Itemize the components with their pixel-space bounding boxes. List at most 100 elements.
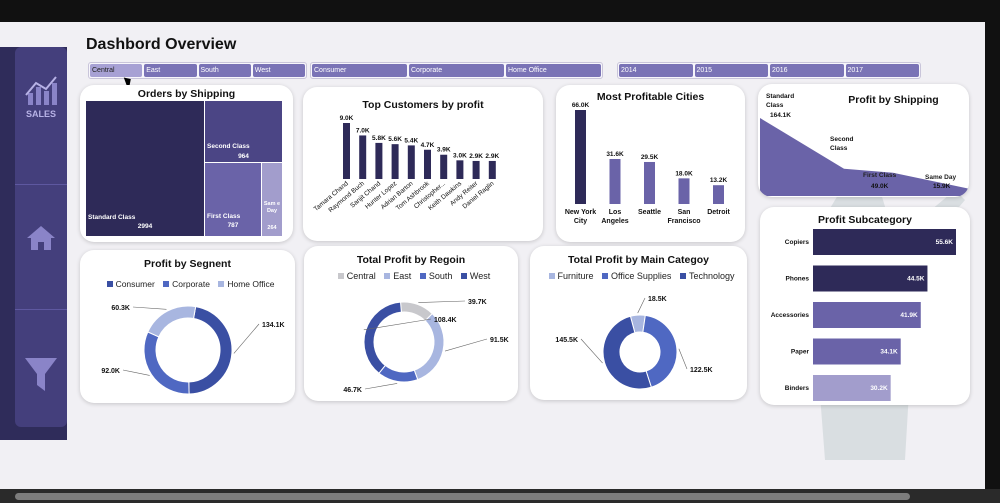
legend-label: West (469, 271, 491, 281)
donut-slice (188, 306, 233, 395)
legend-swatch (679, 273, 686, 279)
data-label: 2.9K (469, 153, 483, 160)
slicer-chip-consumer[interactable]: Consumer (312, 64, 407, 77)
slicer-chip-2015[interactable]: 2015 (694, 64, 768, 77)
legend-swatch (460, 273, 467, 279)
slicer-chip-corporate[interactable]: Corporate (409, 64, 504, 77)
slicer-chip-south[interactable]: South (198, 64, 251, 77)
treemap-label: Standard Class (88, 214, 136, 221)
profit-by-shipping-card[interactable]: Profit by Shipping Standard Class 164.1K Se… (758, 84, 969, 197)
donut-slice (602, 315, 652, 390)
region-legend: Central East South West (304, 271, 518, 281)
profit-by-category-card[interactable]: Total Profit by Main Categoy Furniture O… (530, 246, 747, 400)
top-customers-title: Top Customers by profit (362, 99, 484, 111)
data-label: 18.5K (648, 296, 667, 303)
sidebar-divider (15, 309, 67, 310)
profit-by-region-chart: 39.7K 91.5K 46.7K 108.4K (343, 299, 508, 394)
bar (813, 375, 891, 401)
leader-line (678, 348, 688, 370)
horizontal-scrollbar[interactable] (0, 489, 1000, 503)
slicer-chip-central[interactable]: Central (90, 64, 143, 77)
tick-label: Seattle (638, 209, 661, 216)
filter-icon[interactable] (24, 357, 58, 393)
sales-logo[interactable]: SALES (22, 75, 60, 123)
tick-label: Paper (791, 349, 810, 356)
legend-label: Office Supplies (611, 271, 672, 281)
leader-line (444, 338, 488, 352)
legend-swatch (548, 273, 555, 279)
area-series (760, 118, 968, 196)
profit-subcategory-title: Profit Subcategory (818, 214, 912, 226)
treemap-label: First Class (207, 213, 241, 220)
legend-swatch (602, 273, 609, 279)
tick-label: First Class (863, 172, 897, 179)
top-black-bar (0, 0, 1000, 22)
data-label: 18.0K (675, 170, 693, 177)
legend-label: Furniture (557, 271, 594, 281)
bar (678, 178, 690, 204)
data-label: 55.6K (936, 239, 954, 246)
data-label: 60.3K (111, 305, 130, 312)
sidebar: SALES (0, 47, 67, 440)
data-label: 2.9K (485, 153, 499, 160)
slicer-chip-east[interactable]: East (144, 64, 197, 77)
data-label: 46.7K (343, 387, 362, 394)
profit-by-region-card[interactable]: Total Profit by Regoin Central East Sout… (304, 246, 518, 401)
bar (575, 110, 586, 204)
tick-label: Detroit (707, 209, 730, 216)
page-title: Dashbord Overview (86, 36, 237, 53)
treemap-value: 264 (267, 225, 277, 231)
slicer-chip-home-office[interactable]: Home Office (506, 64, 601, 77)
home-icon[interactable] (26, 225, 56, 251)
slicer-chip-2014[interactable]: 2014 (619, 64, 693, 77)
profit-by-shipping-title: Profit by Shipping (848, 94, 939, 106)
legend-swatch (337, 273, 344, 279)
bar (813, 265, 928, 292)
top-customers-card[interactable]: Top Customers by profit 9.0K Tamara Chand… (303, 87, 543, 241)
profit-subcategory-card[interactable]: Profit Subcategory Copiers 55.6K Phones 44.… (760, 207, 970, 405)
tick-label: Second (830, 136, 854, 143)
scrollbar-thumb[interactable] (15, 493, 910, 500)
bar (359, 135, 367, 179)
year-slicer: 2014 2015 2016 2017 (617, 62, 921, 79)
treemap-standard-class[interactable]: Standard Class 2994 (86, 101, 204, 236)
donut-slice (378, 364, 419, 383)
segment-slicer: Consumer Corporate Home Office (310, 62, 603, 79)
right-black-edge (985, 0, 1000, 503)
treemap-second-class[interactable]: Second Class 964 (205, 101, 282, 162)
treemap-value: 2994 (137, 223, 153, 230)
treemap-label: Sam e Day (263, 201, 281, 214)
bar (407, 145, 415, 179)
bar (440, 154, 448, 179)
treemap-same-day[interactable]: Sam e Day 264 (262, 163, 282, 236)
tick-label: Accessories (771, 312, 810, 319)
legend-label: East (393, 271, 412, 281)
data-label: 66.0K (572, 102, 590, 109)
tick-label: Same Day (925, 174, 956, 181)
data-label: 108.4K (434, 317, 457, 324)
profit-by-segment-chart: 134.1K 92.0K 60.3K (101, 305, 285, 395)
slicer-chip-west[interactable]: West (252, 64, 305, 77)
profitable-cities-card[interactable]: Most Profitable Cities 66.0K New York City… (556, 85, 745, 242)
tick-label: Binders (785, 385, 810, 392)
slicer-chip-2016[interactable]: 2016 (770, 64, 844, 77)
legend-label: Technology (688, 271, 735, 281)
bar-chart-icon (25, 76, 57, 105)
bar (488, 160, 496, 179)
profit-by-segment-card[interactable]: Profit by Segnent Consumer Corporate Hom… (80, 250, 295, 403)
leader-line (122, 369, 150, 376)
data-label: 5.8K (372, 135, 386, 142)
profit-by-category-chart: 18.5K 122.5K 145.5K (555, 296, 713, 390)
treemap-first-class[interactable]: First Class 787 (205, 163, 261, 236)
bar (424, 149, 431, 179)
tick-label: New York City (565, 209, 596, 225)
orders-by-shipping-card[interactable]: Orders by Shipping Standard Class 2994 S… (80, 85, 293, 242)
data-label: 3.0K (453, 152, 467, 159)
data-label: 122.5K (690, 367, 713, 374)
legend-swatch (163, 281, 170, 287)
slicer-chip-2017[interactable]: 2017 (845, 64, 919, 77)
legend-label: Consumer (115, 279, 155, 289)
sidebar-divider (15, 184, 67, 185)
legend-label: Central (346, 271, 376, 281)
data-label: 145.5K (555, 337, 578, 344)
